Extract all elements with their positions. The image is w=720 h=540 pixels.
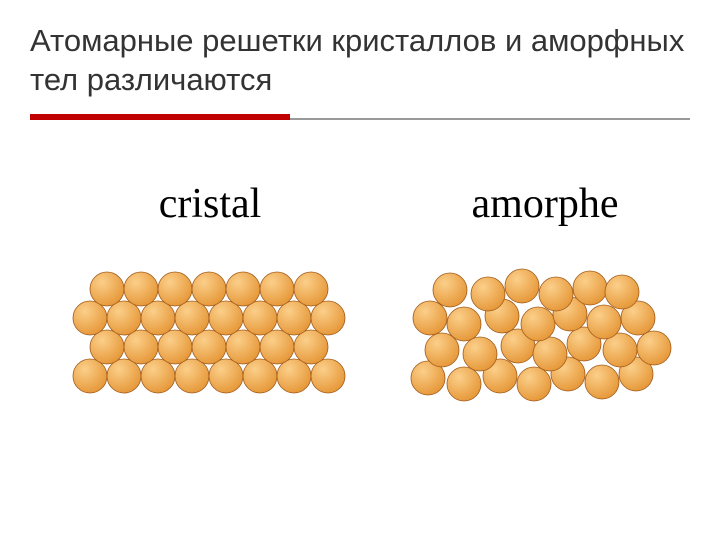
atom <box>260 330 294 364</box>
atom <box>243 359 277 393</box>
atom <box>141 359 175 393</box>
amorphous-atoms <box>400 246 690 406</box>
atom <box>158 330 192 364</box>
underline-gray-segment <box>290 118 690 120</box>
atom <box>447 307 481 341</box>
atom <box>294 330 328 364</box>
atom <box>107 301 141 335</box>
atom <box>260 272 294 306</box>
atom <box>521 307 555 341</box>
atom <box>73 301 107 335</box>
crystal-atoms <box>60 246 360 406</box>
crystal-label: cristal <box>60 180 360 228</box>
diagram-area: cristal amorphe <box>0 180 720 460</box>
atom <box>539 277 573 311</box>
panel-amorphous: amorphe <box>400 180 690 406</box>
atom <box>433 273 467 307</box>
atom <box>243 301 277 335</box>
atom <box>277 359 311 393</box>
atom <box>585 365 619 399</box>
atom <box>447 367 481 401</box>
atom <box>294 272 328 306</box>
atom <box>90 330 124 364</box>
atom <box>141 301 175 335</box>
atom <box>587 305 621 339</box>
atom <box>277 301 311 335</box>
atom <box>573 271 607 305</box>
atom <box>471 277 505 311</box>
atom <box>209 359 243 393</box>
atom <box>124 330 158 364</box>
slide-title: Атомарные решетки кристаллов и аморфных … <box>0 0 720 110</box>
atom <box>90 272 124 306</box>
atom <box>192 272 226 306</box>
atom <box>124 272 158 306</box>
atom <box>209 301 243 335</box>
atom <box>517 367 551 401</box>
panel-crystal: cristal <box>60 180 360 406</box>
atom <box>175 301 209 335</box>
atom <box>192 330 226 364</box>
atom <box>463 337 497 371</box>
underline-red-segment <box>30 114 290 120</box>
atom <box>73 359 107 393</box>
atom <box>226 330 260 364</box>
atom <box>637 331 671 365</box>
title-underline <box>30 114 690 120</box>
atom <box>175 359 209 393</box>
amorphous-label: amorphe <box>400 180 690 228</box>
atom <box>311 301 345 335</box>
atom <box>505 269 539 303</box>
atom <box>158 272 192 306</box>
atom <box>311 359 345 393</box>
atom <box>605 275 639 309</box>
atom <box>413 301 447 335</box>
atom <box>107 359 141 393</box>
atom <box>533 337 567 371</box>
atom <box>226 272 260 306</box>
